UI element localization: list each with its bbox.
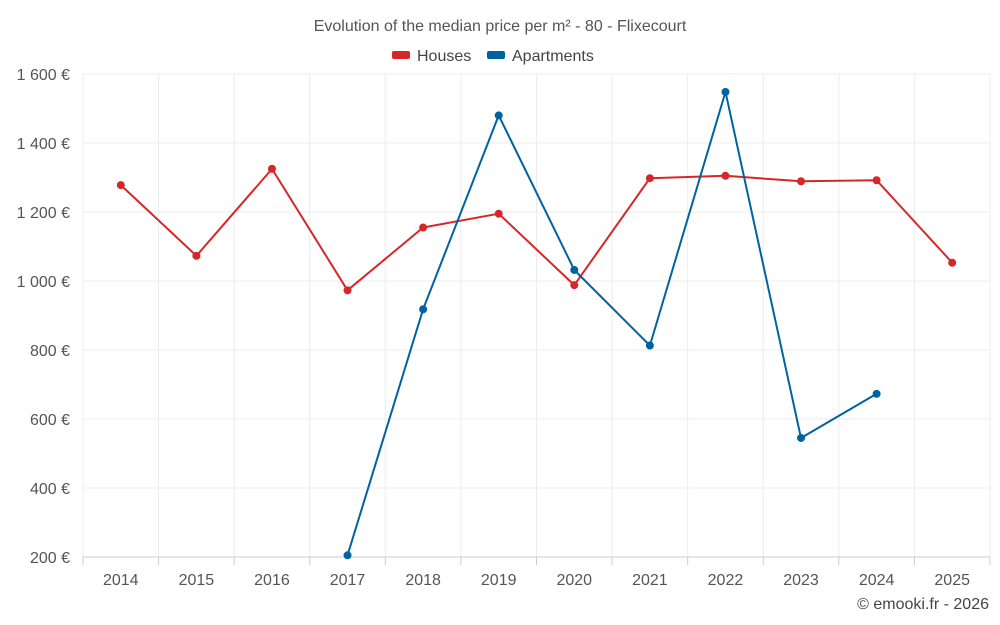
y-tick-label: 800 € bbox=[30, 343, 70, 360]
legend-item-apartments[interactable]: Apartments bbox=[487, 48, 594, 65]
data-point-houses[interactable] bbox=[267, 164, 276, 173]
data-point-houses[interactable] bbox=[721, 171, 730, 180]
data-point-apartments[interactable] bbox=[343, 551, 352, 560]
data-point-houses[interactable] bbox=[872, 176, 881, 185]
x-tick-label: 2017 bbox=[330, 572, 366, 589]
legend-item-houses[interactable]: Houses bbox=[392, 48, 471, 65]
data-point-apartments[interactable] bbox=[872, 389, 881, 398]
axes: 200 € 400 € 600 € 800 € 1 000 € 1 200 € 1 400 … bbox=[17, 67, 991, 589]
x-tick-label: 2023 bbox=[783, 572, 819, 589]
x-tick-label: 2018 bbox=[405, 572, 441, 589]
data-point-apartments[interactable] bbox=[570, 265, 579, 274]
data-point-houses[interactable] bbox=[116, 181, 125, 190]
data-point-houses[interactable] bbox=[343, 286, 352, 295]
x-tick-label: 2016 bbox=[254, 572, 290, 589]
chart-title: Evolution of the median price per m² - 8… bbox=[314, 18, 687, 35]
legend[interactable]: Houses Apartments bbox=[392, 48, 594, 65]
data-point-apartments[interactable] bbox=[721, 87, 730, 96]
data-point-apartments[interactable] bbox=[797, 433, 806, 442]
series-line-houses bbox=[120, 167, 953, 292]
y-tick-label: 200 € bbox=[30, 550, 70, 567]
series-line-apartments bbox=[346, 90, 878, 556]
x-tick-label: 2019 bbox=[481, 572, 517, 589]
y-tick-label: 1 200 € bbox=[17, 205, 70, 222]
x-tick-label: 2020 bbox=[556, 572, 592, 589]
legend-label: Houses bbox=[417, 48, 471, 65]
series-houses bbox=[116, 164, 957, 295]
y-tick-label: 1 400 € bbox=[17, 136, 70, 153]
data-point-houses[interactable] bbox=[494, 209, 503, 218]
data-point-houses[interactable] bbox=[645, 174, 654, 183]
data-point-apartments[interactable] bbox=[494, 111, 503, 120]
y-tick-label: 1 600 € bbox=[17, 67, 70, 84]
credit-text: © emooki.fr - 2026 bbox=[857, 596, 989, 613]
x-tick-label: 2022 bbox=[708, 572, 744, 589]
data-point-houses[interactable] bbox=[948, 258, 957, 267]
x-tick-label: 2024 bbox=[859, 572, 895, 589]
y-tick-label: 1 000 € bbox=[17, 274, 70, 291]
series-layer bbox=[116, 87, 957, 560]
data-point-apartments[interactable] bbox=[645, 341, 654, 350]
data-point-houses[interactable] bbox=[419, 223, 428, 232]
x-tick-label: 2025 bbox=[934, 572, 970, 589]
x-tick-label: 2015 bbox=[179, 572, 215, 589]
data-point-apartments[interactable] bbox=[419, 305, 428, 314]
y-tick-label: 400 € bbox=[30, 481, 70, 498]
x-tick-label: 2021 bbox=[632, 572, 668, 589]
data-point-houses[interactable] bbox=[570, 281, 579, 290]
y-tick-label: 600 € bbox=[30, 412, 70, 429]
legend-swatch bbox=[392, 51, 410, 59]
x-tick-label: 2014 bbox=[103, 572, 139, 589]
legend-swatch bbox=[487, 51, 505, 59]
legend-label: Apartments bbox=[512, 48, 594, 65]
grid bbox=[82, 73, 991, 557]
data-point-houses[interactable] bbox=[192, 251, 201, 260]
series-apartments bbox=[343, 87, 881, 560]
data-point-houses[interactable] bbox=[797, 177, 806, 186]
